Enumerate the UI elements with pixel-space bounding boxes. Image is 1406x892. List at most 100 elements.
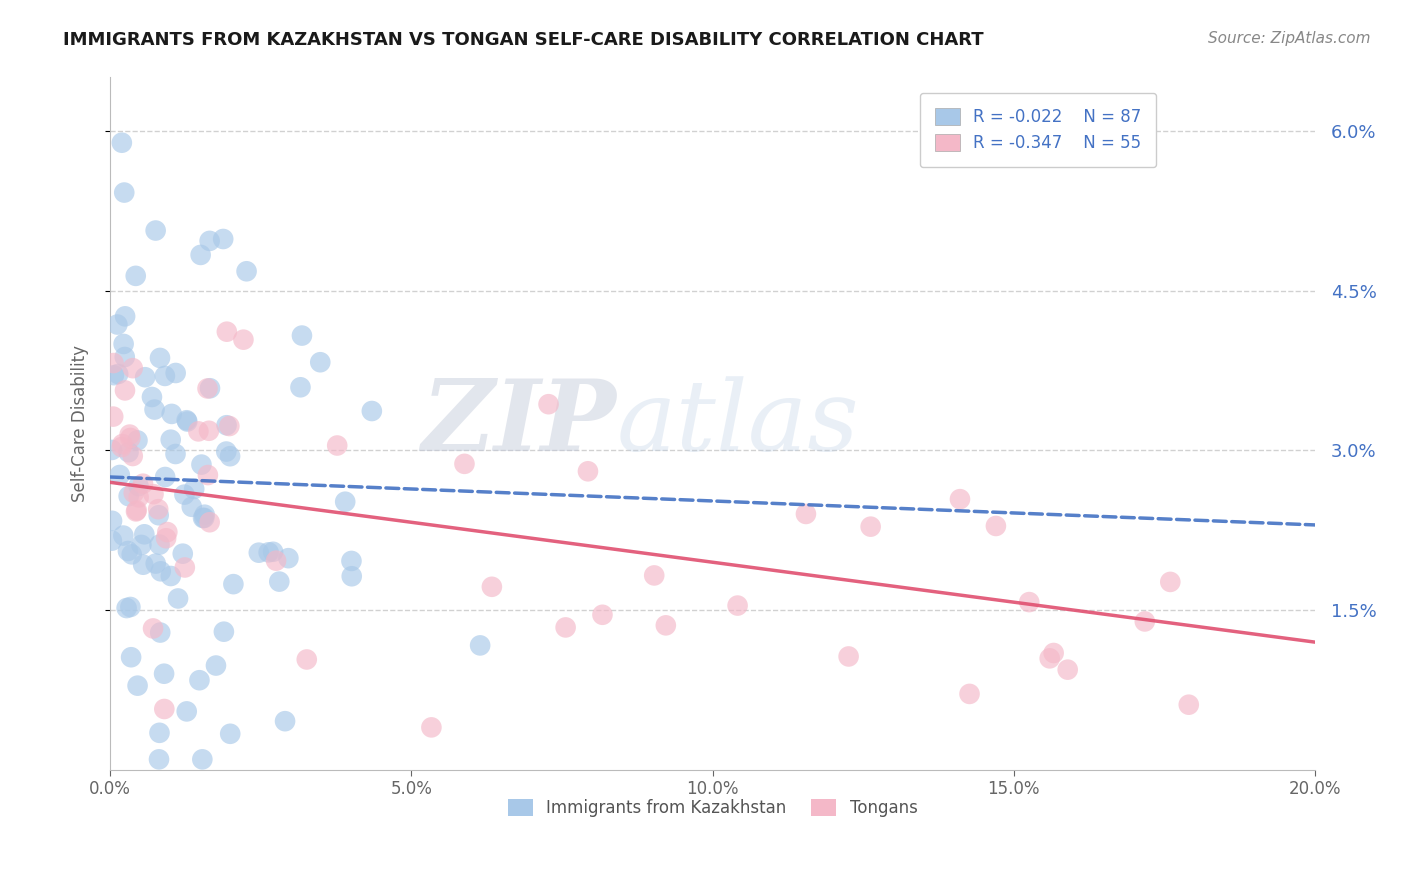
Point <box>235 264 257 278</box>
Point <box>114 384 136 398</box>
Point <box>198 381 221 395</box>
Point <box>111 437 134 451</box>
Point <box>481 580 503 594</box>
Point <box>131 538 153 552</box>
Point <box>176 705 198 719</box>
Point <box>114 310 136 324</box>
Point <box>838 649 860 664</box>
Point <box>198 234 221 248</box>
Text: IMMIGRANTS FROM KAZAKHSTAN VS TONGAN SELF-CARE DISABILITY CORRELATION CHART: IMMIGRANTS FROM KAZAKHSTAN VS TONGAN SEL… <box>63 31 984 49</box>
Point <box>277 551 299 566</box>
Point <box>153 368 176 383</box>
Point <box>148 726 170 740</box>
Point <box>117 544 139 558</box>
Point <box>134 370 156 384</box>
Point <box>180 500 202 514</box>
Point <box>111 136 134 150</box>
Point <box>232 333 254 347</box>
Point <box>1133 615 1156 629</box>
Point <box>128 479 150 493</box>
Point <box>212 232 235 246</box>
Text: ZIP: ZIP <box>422 376 616 472</box>
Point <box>143 402 166 417</box>
Point <box>198 424 221 438</box>
Point <box>145 223 167 237</box>
Point <box>120 431 142 445</box>
Point <box>120 650 142 665</box>
Point <box>148 502 170 516</box>
Point <box>291 328 314 343</box>
Point <box>118 427 141 442</box>
Point <box>141 390 163 404</box>
Point <box>159 569 181 583</box>
Point <box>727 599 749 613</box>
Point <box>219 449 242 463</box>
Point <box>197 468 219 483</box>
Point <box>172 547 194 561</box>
Point <box>145 557 167 571</box>
Point <box>190 248 212 262</box>
Point <box>112 186 135 200</box>
Point <box>215 418 238 433</box>
Point <box>155 531 177 545</box>
Point <box>156 524 179 539</box>
Point <box>1039 651 1062 665</box>
Point <box>859 519 882 533</box>
Point <box>121 361 143 376</box>
Point <box>554 620 576 634</box>
Point <box>101 442 124 457</box>
Point <box>949 492 972 507</box>
Point <box>205 658 228 673</box>
Point <box>794 507 817 521</box>
Point <box>959 687 981 701</box>
Point <box>215 325 238 339</box>
Point <box>134 527 156 541</box>
Point <box>655 618 678 632</box>
Point <box>1042 646 1064 660</box>
Point <box>132 558 155 572</box>
Point <box>103 356 125 370</box>
Point <box>290 380 312 394</box>
Point <box>262 545 284 559</box>
Point <box>122 486 145 500</box>
Point <box>219 727 242 741</box>
Point <box>153 702 176 716</box>
Text: Source: ZipAtlas.com: Source: ZipAtlas.com <box>1208 31 1371 46</box>
Point <box>112 337 135 351</box>
Point <box>984 519 1007 533</box>
Point <box>194 508 217 522</box>
Point <box>193 511 215 525</box>
Point <box>117 445 139 459</box>
Point <box>121 547 143 561</box>
Point <box>190 458 212 472</box>
Point <box>222 577 245 591</box>
Point <box>148 538 170 552</box>
Point <box>101 533 124 548</box>
Point <box>160 407 183 421</box>
Point <box>326 438 349 452</box>
Point <box>115 601 138 615</box>
Point <box>247 546 270 560</box>
Point <box>153 470 176 484</box>
Point <box>340 554 363 568</box>
Point <box>215 444 238 458</box>
Point <box>118 489 141 503</box>
Point <box>453 457 475 471</box>
Point <box>198 515 221 529</box>
Point <box>125 268 148 283</box>
Point <box>197 381 219 395</box>
Point <box>112 528 135 542</box>
Point <box>127 434 149 448</box>
Point <box>176 415 198 429</box>
Point <box>125 504 148 518</box>
Point <box>125 503 148 517</box>
Point <box>103 368 125 383</box>
Point <box>149 351 172 365</box>
Point <box>153 666 176 681</box>
Point <box>101 514 124 528</box>
Legend: Immigrants from Kazakhstan, Tongans: Immigrants from Kazakhstan, Tongans <box>501 792 924 824</box>
Point <box>120 599 142 614</box>
Point <box>121 449 143 463</box>
Point <box>309 355 332 369</box>
Point <box>257 545 280 559</box>
